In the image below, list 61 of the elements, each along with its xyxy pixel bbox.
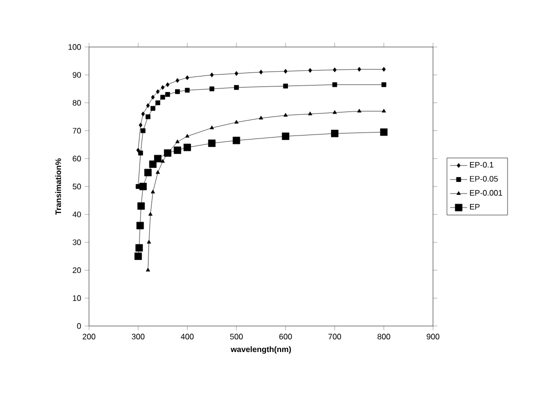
point bbox=[136, 222, 144, 230]
point bbox=[156, 89, 160, 94]
point bbox=[138, 150, 143, 156]
point bbox=[282, 132, 290, 140]
point bbox=[175, 89, 180, 94]
point bbox=[140, 128, 146, 134]
point bbox=[184, 144, 191, 152]
point bbox=[258, 116, 264, 120]
point bbox=[160, 85, 165, 90]
point bbox=[154, 154, 162, 162]
point bbox=[174, 146, 182, 154]
point bbox=[380, 128, 388, 136]
point bbox=[165, 92, 170, 97]
point bbox=[382, 66, 386, 72]
point bbox=[138, 122, 142, 128]
point bbox=[208, 140, 216, 147]
point bbox=[357, 66, 362, 72]
point bbox=[234, 120, 239, 124]
point bbox=[209, 86, 214, 92]
point bbox=[148, 212, 153, 216]
point bbox=[332, 82, 338, 88]
point bbox=[210, 72, 214, 78]
point bbox=[160, 158, 165, 163]
point bbox=[134, 252, 142, 260]
point bbox=[135, 244, 143, 252]
point bbox=[185, 75, 190, 80]
point bbox=[382, 108, 386, 112]
point bbox=[232, 136, 240, 144]
point bbox=[146, 240, 152, 244]
point bbox=[175, 139, 180, 144]
point bbox=[308, 68, 312, 73]
point bbox=[185, 134, 190, 138]
point bbox=[141, 112, 145, 116]
point bbox=[283, 112, 288, 117]
point bbox=[150, 106, 156, 111]
point bbox=[139, 182, 147, 190]
point bbox=[146, 103, 150, 108]
point bbox=[176, 78, 180, 83]
point bbox=[144, 168, 152, 176]
point bbox=[284, 68, 288, 74]
point bbox=[234, 85, 239, 90]
point bbox=[381, 82, 386, 88]
point bbox=[332, 67, 337, 72]
point bbox=[151, 94, 155, 100]
point bbox=[234, 71, 238, 76]
point bbox=[283, 84, 288, 88]
point bbox=[146, 268, 150, 272]
point bbox=[160, 94, 166, 100]
point bbox=[184, 88, 190, 93]
point bbox=[308, 112, 312, 116]
point bbox=[150, 190, 155, 194]
point bbox=[146, 114, 150, 120]
point bbox=[331, 130, 338, 138]
point bbox=[332, 110, 337, 114]
point bbox=[259, 70, 263, 74]
point bbox=[357, 108, 362, 112]
point bbox=[210, 126, 214, 130]
point bbox=[155, 100, 160, 106]
point bbox=[156, 170, 160, 174]
point bbox=[166, 82, 170, 88]
point bbox=[137, 202, 145, 210]
